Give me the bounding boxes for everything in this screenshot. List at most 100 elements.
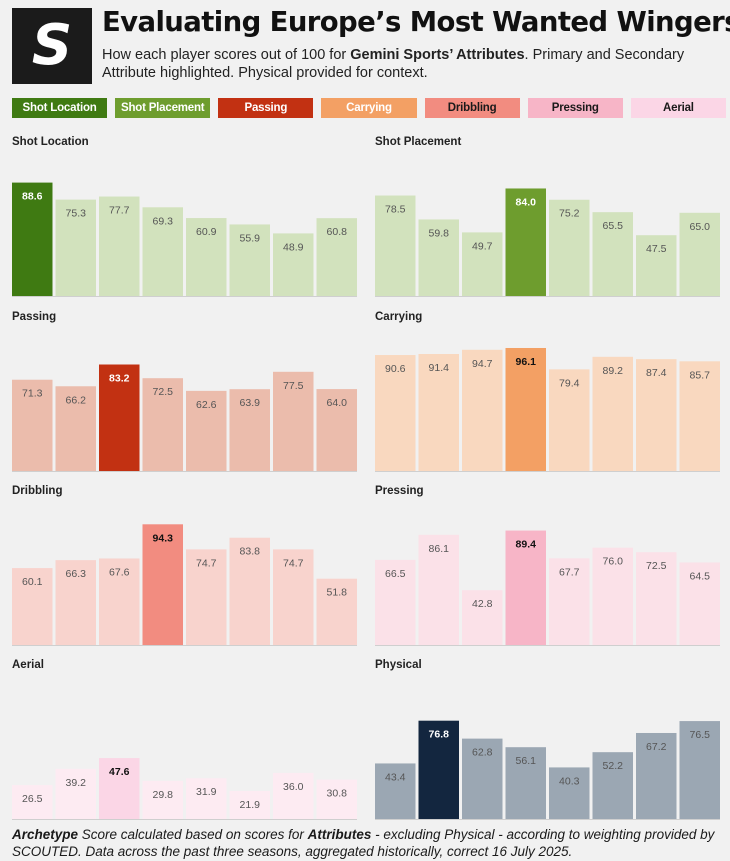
chart-plot: 78.5 59.8 49.7 84.0 75.2 65.5 47.5 65.0: [375, 188, 720, 297]
bar-value-label: 91.4: [429, 362, 450, 374]
footnote-text-end: - excluding Physical - according to weig…: [12, 827, 715, 859]
chart-title: Passing: [12, 311, 57, 323]
chart-physical: Physical 43.4 76.8 62.8 56.1 40.3 52.2 67.2 76.…: [375, 659, 720, 823]
chart-title: Physical: [375, 659, 422, 671]
bar: [592, 752, 633, 819]
bar-value-label: 29.8: [153, 789, 174, 801]
bar-value-label: 48.9: [283, 241, 304, 253]
bar: [636, 359, 677, 471]
bar-value-label: 83.2: [109, 373, 130, 385]
bar: [418, 354, 459, 471]
chart-title: Shot Placement: [375, 136, 462, 148]
bar: [679, 361, 720, 471]
bar-value-label: 66.2: [66, 394, 87, 406]
bar: [186, 218, 227, 296]
bar-value-label: 77.7: [109, 205, 130, 217]
bar: [186, 778, 227, 819]
bar-value-label: 36.0: [283, 781, 304, 793]
bar: [636, 235, 677, 296]
chart-shot-location: Shot Location 88.6 75.3 77.7 69.3 60.9 55.9 48…: [12, 136, 357, 300]
bar: [273, 371, 314, 471]
bar: [592, 212, 633, 296]
chart-shot-placement: Shot Placement 78.5 59.8 49.7 84.0 75.2 65.5 4…: [375, 136, 720, 300]
bar-value-label: 40.3: [559, 775, 580, 787]
subtitle-text: How each player scores out of 100 for: [102, 47, 351, 63]
bar-value-label: 67.7: [559, 566, 580, 578]
chart-aerial: Aerial 26.5 39.2 47.6 29.8 31.9 21.9 36.0 30.8: [12, 659, 357, 823]
footnote-archetype: Archetype: [12, 827, 79, 842]
legend-aerial: Aerial: [630, 98, 726, 118]
chart-plot: 66.5 86.1 42.8 89.4 67.7 76.0 72.5 64.5: [375, 530, 720, 646]
bar-value-label: 62.6: [196, 399, 217, 411]
legend-passing: Passing: [218, 98, 314, 118]
bar: [99, 196, 140, 296]
subtitle-bold: Gemini Sports’ Attributes: [350, 47, 525, 63]
bar-value-label: 74.7: [196, 557, 217, 569]
bar-value-label: 94.3: [153, 532, 174, 544]
bar: [229, 537, 270, 645]
bar-value-label: 39.2: [66, 777, 87, 789]
chart-plot: 60.1 66.3 67.6 94.3 74.7 83.8 74.7 51.8: [12, 524, 357, 646]
bar-value-label: 60.1: [22, 576, 43, 588]
bar-value-label: 79.4: [559, 377, 580, 389]
bar-value-label: 21.9: [240, 799, 261, 811]
bar: [462, 349, 503, 471]
chart-title: Carrying: [375, 311, 423, 323]
chart-title: Shot Location: [12, 136, 89, 148]
chart-carrying: Carrying 90.6 91.4 94.7 96.1 79.4 89.2 87.4 85.…: [375, 311, 720, 475]
bar: [142, 524, 183, 645]
bar-value-label: 71.3: [22, 388, 43, 400]
attribute-legend: Shot Location Shot Placement Passing Car…: [12, 98, 726, 118]
bar-value-label: 90.6: [385, 363, 406, 375]
bar-value-label: 86.1: [429, 543, 450, 555]
bar-value-label: 30.8: [327, 788, 348, 800]
bar: [592, 547, 633, 645]
bar: [462, 738, 503, 819]
bar: [679, 721, 720, 819]
chart-title: Aerial: [12, 659, 44, 671]
footnote-attributes: Attributes: [307, 827, 372, 842]
bar: [186, 390, 227, 471]
bar: [636, 552, 677, 645]
bar-value-label: 67.2: [646, 741, 667, 753]
bar: [55, 768, 96, 819]
bar-value-label: 31.9: [196, 786, 217, 798]
bar-value-label: 96.1: [516, 356, 537, 368]
bar: [418, 720, 459, 819]
bar-value-label: 89.2: [603, 365, 624, 377]
bar-value-label: 94.7: [472, 358, 493, 370]
bar: [99, 558, 140, 645]
legend-carrying: Carrying: [321, 98, 417, 118]
bar: [55, 199, 96, 296]
bar-value-label: 64.0: [327, 397, 348, 409]
bar-value-label: 85.7: [690, 369, 711, 381]
bar-value-label: 89.4: [516, 539, 537, 551]
bar-value-label: 47.6: [109, 766, 130, 778]
bar-value-label: 72.5: [646, 560, 667, 572]
bar-value-label: 76.5: [690, 729, 711, 741]
bar: [375, 195, 416, 296]
legend-shot-placement: Shot Placement: [115, 98, 211, 118]
bar: [316, 578, 357, 645]
bar-value-label: 60.9: [196, 226, 217, 238]
bar-value-label: 88.6: [22, 191, 43, 203]
bar-value-label: 60.8: [327, 226, 348, 238]
bar-value-label: 65.0: [690, 221, 711, 233]
page-title: Evaluating Europe’s Most Wanted Wingers: [102, 6, 730, 38]
bar-value-label: 49.7: [472, 240, 493, 252]
chart-title: Dribbling: [12, 485, 63, 497]
footnote: Archetype Score calculated based on scor…: [12, 826, 724, 860]
bar-value-label: 52.2: [603, 760, 624, 772]
chart-dribbling: Dribbling 60.1 66.3 67.6 94.3 74.7 83.8 74.7 51…: [12, 485, 357, 649]
legend-dribbling: Dribbling: [424, 98, 520, 118]
bar-value-label: 66.3: [66, 568, 87, 580]
bar: [418, 219, 459, 296]
bar: [549, 199, 590, 296]
chart-plot: 88.6 75.3 77.7 69.3 60.9 55.9 48.9 60.8: [12, 182, 357, 297]
bar: [142, 780, 183, 819]
subtitle-text-end: . Primary and Secondary Attribute highli…: [102, 47, 685, 81]
brand-logo: S: [12, 8, 92, 84]
bar: [99, 364, 140, 471]
bar: [12, 785, 53, 819]
bar-value-label: 77.5: [283, 380, 304, 392]
